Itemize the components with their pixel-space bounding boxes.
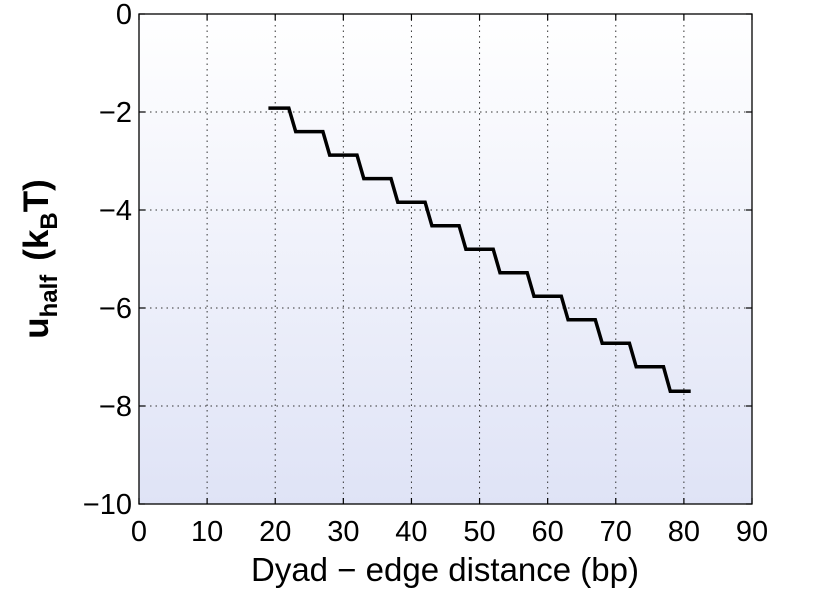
x-tick-label: 30 bbox=[327, 516, 359, 548]
x-tick-label: 90 bbox=[736, 516, 768, 548]
ticks bbox=[138, 13, 753, 505]
x-tick-label: 50 bbox=[463, 516, 495, 548]
y-tick-label: −6 bbox=[99, 293, 132, 325]
y-axis-title-unit-prefix: (k bbox=[17, 229, 56, 261]
y-tick-label: 0 bbox=[116, 0, 132, 31]
y-axis-title: uhalf (kBT) bbox=[17, 179, 63, 339]
x-tick-label: 10 bbox=[191, 516, 223, 548]
x-tick-label: 70 bbox=[600, 516, 632, 548]
y-axis-title-main: u bbox=[17, 317, 56, 338]
x-tick-labels: 0 10 20 30 40 50 60 70 80 90 bbox=[131, 516, 768, 548]
series-line bbox=[268, 106, 691, 394]
y-tick-labels: 0 −2 −4 −6 −8 −10 bbox=[83, 0, 132, 521]
x-tick-label: 20 bbox=[259, 516, 291, 548]
y-axis-title-unit-sub: B bbox=[36, 212, 63, 229]
grid bbox=[139, 14, 752, 504]
y-tick-label: −4 bbox=[99, 195, 132, 227]
y-axis-title-unit-suffix: T) bbox=[17, 179, 56, 212]
x-axis-title: Dyad − edge distance (bp) bbox=[251, 551, 639, 588]
y-axis-title-main-sub: half bbox=[36, 274, 63, 318]
plot-frame bbox=[138, 13, 753, 505]
series-group bbox=[268, 106, 691, 394]
y-tick-label: −8 bbox=[99, 391, 132, 423]
x-tick-label: 60 bbox=[532, 516, 564, 548]
plot-background bbox=[139, 14, 752, 504]
x-tick-label: 80 bbox=[668, 516, 700, 548]
x-tick-label: 40 bbox=[395, 516, 427, 548]
y-tick-label: −10 bbox=[83, 489, 132, 521]
x-tick-label: 0 bbox=[131, 516, 147, 548]
y-tick-label: −2 bbox=[99, 97, 132, 129]
